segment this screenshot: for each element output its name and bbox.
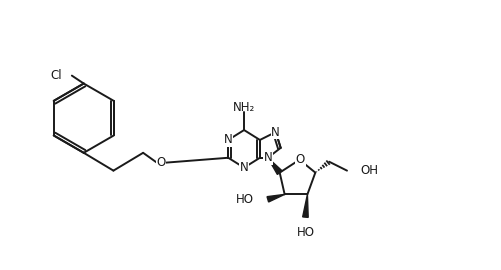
- Text: HO: HO: [235, 193, 254, 206]
- Text: Cl: Cl: [50, 69, 62, 82]
- Text: N: N: [263, 151, 272, 164]
- Polygon shape: [302, 194, 308, 217]
- Polygon shape: [268, 158, 282, 174]
- Polygon shape: [267, 194, 284, 202]
- Text: N: N: [223, 133, 232, 146]
- Text: OH: OH: [360, 164, 378, 177]
- Text: N: N: [239, 161, 248, 174]
- Text: O: O: [295, 153, 305, 166]
- Text: NH₂: NH₂: [232, 101, 255, 114]
- Text: N: N: [271, 126, 280, 139]
- Text: O: O: [156, 156, 165, 169]
- Text: HO: HO: [296, 226, 314, 239]
